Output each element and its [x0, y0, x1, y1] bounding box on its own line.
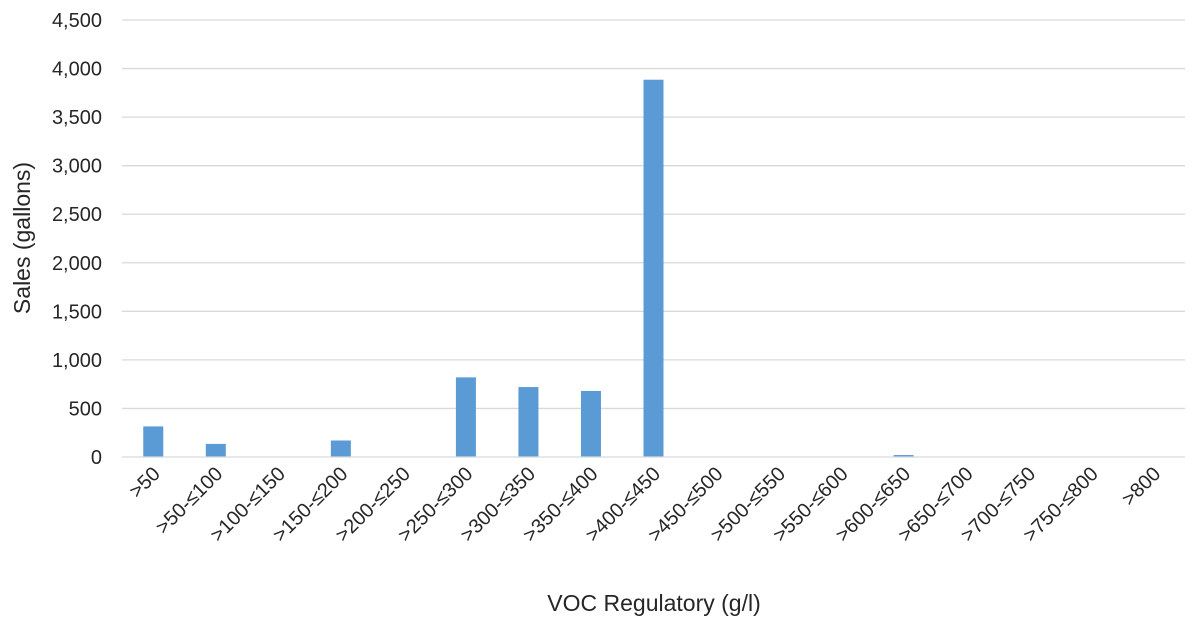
- bar: [893, 455, 914, 457]
- bar: [330, 440, 351, 457]
- bar: [205, 443, 226, 457]
- y-tick-label: 2,500: [52, 204, 102, 226]
- x-axis-ticks: >50>50-≤100>100-≤150>150-≤200>200-≤250>2…: [125, 463, 1165, 546]
- bar: [455, 377, 476, 457]
- bar: [143, 426, 164, 457]
- bar: [643, 79, 664, 458]
- y-axis-ticks: 0 500 1,000 1,500 2,000 2,500 3,000 3,500 4,000 4…: [52, 10, 102, 469]
- y-tick-label: 3,500: [52, 107, 102, 129]
- y-tick-label: 4,500: [52, 10, 102, 32]
- x-axis-title: VOC Regulatory (g/l): [547, 590, 760, 616]
- bar: [580, 390, 601, 457]
- y-tick-label: 1,000: [52, 350, 102, 372]
- x-tick-label: >50: [125, 463, 165, 503]
- y-tick-label: 500: [69, 398, 102, 420]
- y-tick-label: 2,000: [52, 253, 102, 275]
- bars: [143, 79, 914, 458]
- y-tick-label: 3,000: [52, 156, 102, 178]
- y-tick-label: 4,000: [52, 59, 102, 81]
- y-tick-label: 0: [91, 447, 102, 469]
- y-tick-label: 1,500: [52, 301, 102, 323]
- x-tick-label: >800: [1118, 463, 1165, 510]
- y-axis-title: Sales (gallons): [9, 162, 35, 314]
- bar: [518, 387, 539, 457]
